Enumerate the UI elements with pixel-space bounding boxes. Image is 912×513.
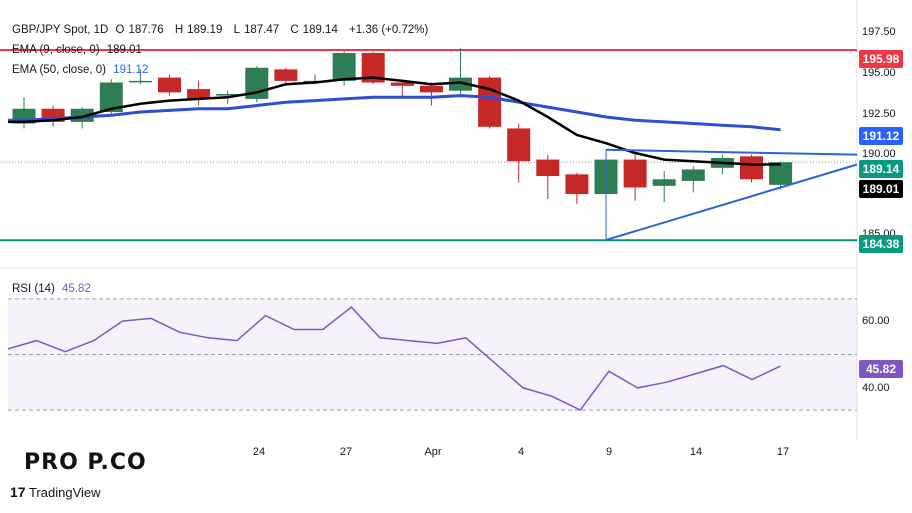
propco-logo: PRO P.CO xyxy=(24,450,147,475)
date-tick-apr: Apr xyxy=(424,446,442,458)
candle-body xyxy=(274,69,298,81)
rsi-line xyxy=(7,306,781,412)
symbol-label: GBP/JPY Spot, 1D xyxy=(12,24,109,36)
ema9-legend: EMA (9, close, 0) 189.01 xyxy=(12,44,142,56)
date-tick-17: 17 xyxy=(776,446,790,458)
price-tick-197-50: 197.50 xyxy=(862,26,896,38)
candle xyxy=(128,69,152,85)
candle xyxy=(274,67,298,86)
date-tick-14: 14 xyxy=(689,446,703,458)
candle-body xyxy=(99,82,123,113)
candle-body xyxy=(536,159,560,176)
candle-body xyxy=(158,77,181,93)
ema50-legend: EMA (50, close, 0) 191.12 xyxy=(12,64,149,76)
candle-body xyxy=(740,156,763,180)
low-value: L 187.47 xyxy=(233,24,280,36)
candle xyxy=(652,171,676,203)
open-value: O 187.76 xyxy=(115,24,164,36)
candle xyxy=(740,154,763,183)
ema50-line xyxy=(8,94,781,132)
candle xyxy=(449,48,472,94)
candle-body xyxy=(361,53,385,83)
candle xyxy=(158,74,181,96)
resistance-price-badge: 195.98 xyxy=(859,50,903,68)
candle xyxy=(536,154,560,199)
candle-body xyxy=(507,128,531,162)
date-tick-9: 9 xyxy=(605,446,613,458)
rsi-tick-40: 40.00 xyxy=(862,382,890,394)
candle-body xyxy=(419,85,443,93)
candle xyxy=(245,66,269,103)
rsi-value-badge: 45.82 xyxy=(859,360,903,378)
candle xyxy=(507,123,531,183)
candle xyxy=(41,105,65,127)
price-tick-190-00: 190.00 xyxy=(862,148,896,160)
tradingview-logo: 17 TradingView xyxy=(10,484,101,500)
candle xyxy=(390,79,414,98)
candle xyxy=(12,97,36,129)
ema9-line xyxy=(8,76,781,166)
candle-body xyxy=(623,159,647,188)
candle xyxy=(623,154,647,201)
date-tick-4: 4 xyxy=(517,446,525,458)
candle xyxy=(419,82,443,106)
lower-trendline xyxy=(605,163,858,241)
ema50-price-badge: 191.12 xyxy=(859,127,903,145)
candle-body xyxy=(478,77,502,127)
candle-body xyxy=(769,162,793,185)
last-price-badge: 189.14 xyxy=(859,160,903,178)
ohlc-legend: GBP/JPY Spot, 1D O 187.76 H 189.19 L 187.47… xyxy=(12,22,432,38)
candle xyxy=(565,172,589,204)
date-tick-24: 24 xyxy=(252,446,266,458)
candle xyxy=(187,80,211,106)
candle-body xyxy=(565,174,589,195)
close-value: C 189.14 xyxy=(290,24,338,36)
price-tick-192-50: 192.50 xyxy=(862,108,896,120)
candle-body xyxy=(652,179,676,186)
date-tick-27: 27 xyxy=(339,446,353,458)
rsi-legend: RSI (14) 45.82 xyxy=(12,283,91,295)
candle-body xyxy=(681,169,705,181)
candle xyxy=(681,166,705,193)
candle-body xyxy=(390,82,414,86)
tradingview-icon: 17 xyxy=(10,484,26,500)
change-value: +1.36 (+0.72%) xyxy=(349,24,429,36)
candle-body xyxy=(216,94,240,96)
candle xyxy=(478,75,502,129)
candle xyxy=(769,161,793,190)
ema9-price-badge: 189.01 xyxy=(859,180,903,198)
support-price-badge: 184.38 xyxy=(859,235,903,253)
price-tick-195-00: 195.00 xyxy=(862,67,896,79)
high-value: H 189.19 xyxy=(174,24,223,36)
candle-body xyxy=(332,53,356,81)
candle-body xyxy=(187,89,211,99)
candle-body xyxy=(449,77,472,91)
candle-body xyxy=(128,80,152,83)
rsi-tick-60: 60.00 xyxy=(862,315,890,327)
upper-trendline xyxy=(605,148,858,156)
